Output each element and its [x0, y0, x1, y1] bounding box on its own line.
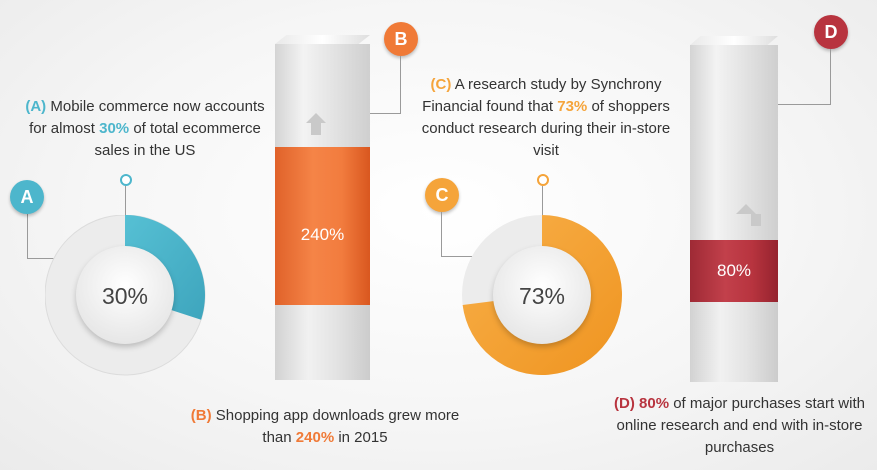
stat-b-caption-prefix: (B): [190, 407, 212, 424]
stat-c-connector-dot: [537, 174, 549, 186]
stat-b-fill: 240%: [275, 147, 370, 305]
stat-a-connector-dot: [120, 174, 132, 186]
stat-c-badge-line-h: [441, 256, 479, 257]
stat-d-badge-line-h: [776, 104, 831, 105]
stat-c-caption-highlight: 73%: [557, 98, 588, 115]
stat-a-badge-line-h: [27, 258, 67, 259]
stat-b-caption: (B) Shopping app downloads grew more tha…: [180, 405, 470, 449]
stat-c-value: 73%: [519, 283, 565, 309]
stat-b-pillar: 240%: [275, 35, 370, 380]
stat-c-badge-line: [441, 212, 442, 257]
stat-d-fill: 80%: [690, 240, 778, 302]
stat-b-caption-text: Shopping app downloads grew more than: [215, 407, 460, 446]
stat-b-badge-line: [400, 56, 401, 114]
stat-a-value: 30%: [102, 283, 148, 309]
stat-a-caption-prefix: (A): [25, 98, 47, 115]
stat-b-caption-highlight: 240%: [295, 429, 335, 446]
stat-d-arrow-up-icon: [736, 204, 756, 214]
stat-c-connector-line: [542, 186, 543, 216]
stat-d-caption-text-end: of major purchases start with online res…: [616, 395, 865, 456]
stat-a-caption-text: Mobile commerce now accounts for almost: [29, 98, 265, 137]
stat-a-connector-line: [125, 186, 126, 220]
stat-b-value: 240%: [300, 225, 345, 244]
stat-c-donut: 73%: [462, 215, 622, 375]
stat-b-caption-text-end: in 2015: [338, 429, 388, 446]
stat-b-badge-line-h: [368, 113, 401, 114]
stat-a-caption-highlight: 30%: [99, 120, 130, 137]
stat-d-caption-prefix: (D): [614, 395, 635, 412]
stat-d-badge: D: [814, 15, 848, 49]
stat-a-caption-text-end: of total ecommerce sales in the US: [94, 120, 261, 159]
stat-c-badge: C: [425, 178, 459, 212]
stat-d-pillar: 80%: [690, 36, 778, 382]
stat-c-caption-text-end: of shoppers conduct research during thei…: [421, 98, 671, 159]
stat-d-caption: (D) 80% of major purchases start with on…: [612, 393, 867, 459]
stat-a-badge: A: [10, 180, 44, 214]
stat-c-caption: (C) A research study by Synchrony Financ…: [412, 74, 680, 162]
stat-d-value: 80%: [716, 261, 752, 280]
stat-b-badge: B: [384, 22, 418, 56]
stat-d-badge-line: [830, 49, 831, 105]
stat-a-badge-line: [27, 214, 28, 259]
stat-a-donut: 30%: [45, 215, 206, 376]
stat-b-arrow-up-icon: [306, 113, 326, 123]
stat-c-caption-prefix: (C): [430, 76, 452, 93]
stat-a-caption: (A) Mobile commerce now accounts for alm…: [20, 96, 270, 162]
stat-d-caption-highlight: 80%: [639, 395, 670, 412]
stat-c-caption-text: A research study by Synchrony Financial …: [422, 76, 662, 115]
